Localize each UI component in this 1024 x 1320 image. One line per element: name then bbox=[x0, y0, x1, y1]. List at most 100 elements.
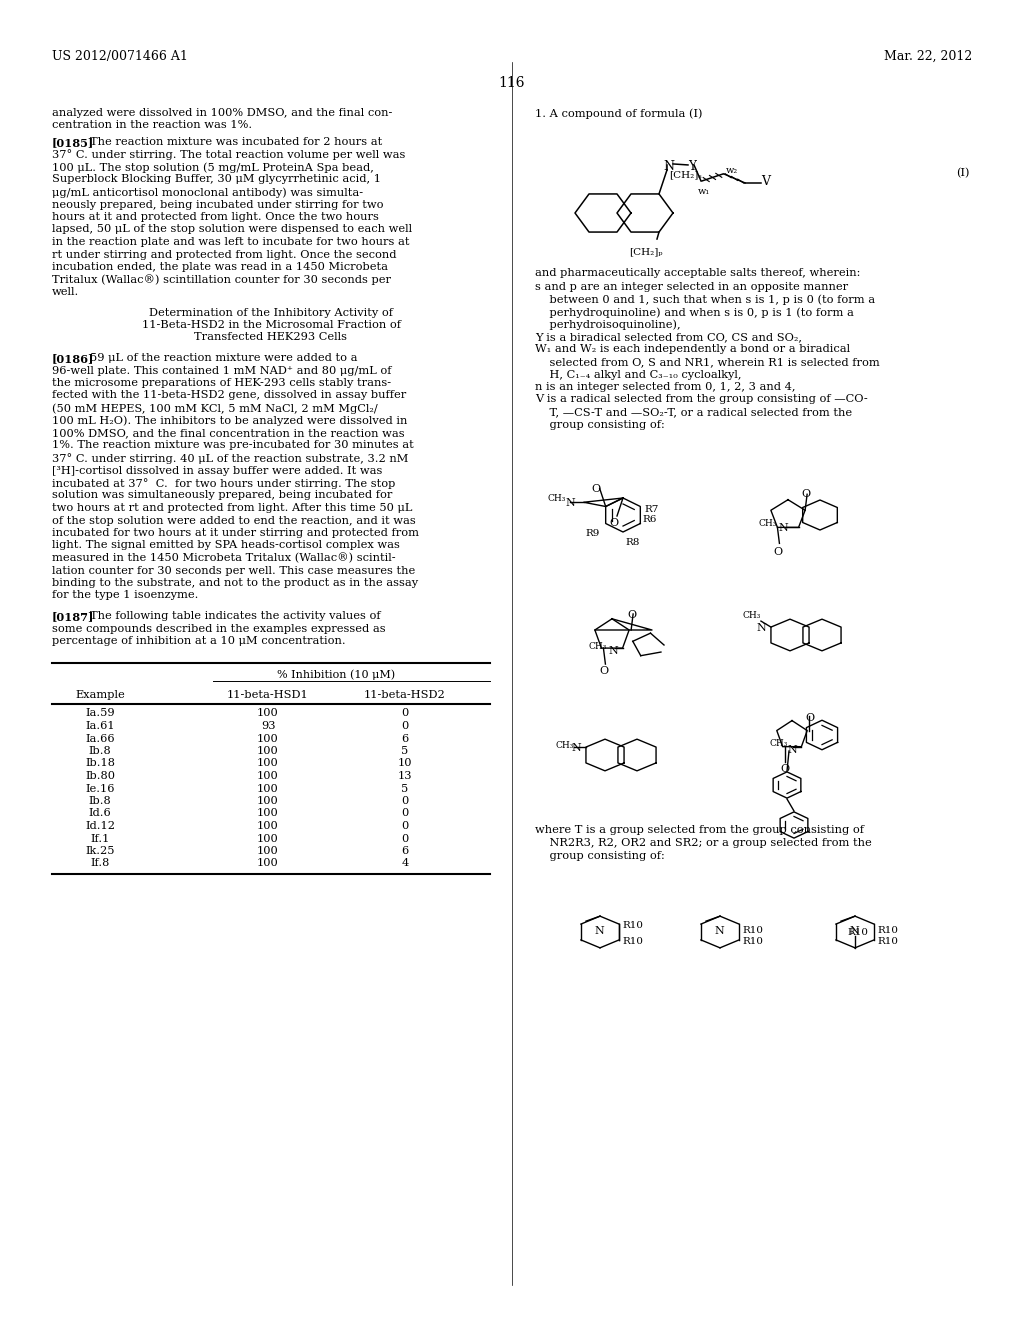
Text: 100: 100 bbox=[257, 759, 279, 768]
Text: CH₃: CH₃ bbox=[769, 739, 787, 747]
Text: 100: 100 bbox=[257, 833, 279, 843]
Text: W₁ and W₂ is each independently a bond or a biradical: W₁ and W₂ is each independently a bond o… bbox=[535, 345, 850, 355]
Text: binding to the substrate, and not to the product as in the assay: binding to the substrate, and not to the… bbox=[52, 578, 418, 587]
Text: light. The signal emitted by SPA heads-cortisol complex was: light. The signal emitted by SPA heads-c… bbox=[52, 540, 400, 550]
Text: [CH₂]ₚ: [CH₂]ₚ bbox=[629, 247, 663, 256]
Text: two hours at rt and protected from light. After this time 50 μL: two hours at rt and protected from light… bbox=[52, 503, 413, 513]
Text: of the stop solution were added to end the reaction, and it was: of the stop solution were added to end t… bbox=[52, 516, 416, 525]
Text: perhydroisoquinoline),: perhydroisoquinoline), bbox=[535, 319, 681, 330]
Text: The reaction mixture was incubated for 2 hours at: The reaction mixture was incubated for 2… bbox=[90, 137, 382, 147]
Text: incubated for two hours at it under stirring and protected from: incubated for two hours at it under stir… bbox=[52, 528, 419, 539]
Text: 0: 0 bbox=[401, 796, 409, 807]
Text: [0187]: [0187] bbox=[52, 611, 94, 622]
Text: N: N bbox=[565, 498, 575, 508]
Text: lapsed, 50 μL of the stop solution were dispensed to each well: lapsed, 50 μL of the stop solution were … bbox=[52, 224, 412, 235]
Text: O: O bbox=[805, 713, 814, 722]
Text: N: N bbox=[714, 927, 724, 936]
Text: in the reaction plate and was left to incubate for two hours at: in the reaction plate and was left to in… bbox=[52, 238, 410, 247]
Text: Superblock Blocking Buffer, 30 μM glycyrrhetinic acid, 1: Superblock Blocking Buffer, 30 μM glycyr… bbox=[52, 174, 381, 185]
Text: (I): (I) bbox=[956, 168, 970, 178]
Text: Ib.18: Ib.18 bbox=[85, 759, 115, 768]
Text: N: N bbox=[787, 744, 797, 755]
Text: 0: 0 bbox=[401, 833, 409, 843]
Text: Ib.80: Ib.80 bbox=[85, 771, 115, 781]
Text: The following table indicates the activity values of: The following table indicates the activi… bbox=[90, 611, 381, 620]
Text: O: O bbox=[627, 610, 636, 620]
Text: V is a radical selected from the group consisting of —CO-: V is a radical selected from the group c… bbox=[535, 395, 867, 404]
Text: lation counter for 30 seconds per well. This case measures the: lation counter for 30 seconds per well. … bbox=[52, 565, 416, 576]
Text: 100 mL H₂O). The inhibitors to be analyzed were dissolved in: 100 mL H₂O). The inhibitors to be analyz… bbox=[52, 416, 408, 426]
Text: % Inhibition (10 μM): % Inhibition (10 μM) bbox=[276, 669, 395, 680]
Text: N: N bbox=[663, 160, 674, 173]
Text: O: O bbox=[609, 517, 618, 528]
Text: well.: well. bbox=[52, 286, 79, 297]
Text: between 0 and 1, such that when s is 1, p is 0 (to form a: between 0 and 1, such that when s is 1, … bbox=[535, 294, 876, 305]
Text: Y: Y bbox=[688, 160, 696, 173]
Text: 11-beta-HSD2: 11-beta-HSD2 bbox=[365, 690, 445, 701]
Text: s and p are an integer selected in an opposite manner: s and p are an integer selected in an op… bbox=[535, 282, 848, 292]
Text: N: N bbox=[594, 927, 604, 936]
Text: group consisting of:: group consisting of: bbox=[535, 420, 665, 429]
Text: fected with the 11-beta-HSD2 gene, dissolved in assay buffer: fected with the 11-beta-HSD2 gene, disso… bbox=[52, 391, 407, 400]
Text: perhydroquinoline) and when s is 0, p is 1 (to form a: perhydroquinoline) and when s is 0, p is… bbox=[535, 308, 854, 318]
Text: Y is a biradical selected from CO, CS and SO₂,: Y is a biradical selected from CO, CS an… bbox=[535, 333, 802, 342]
Text: the microsome preparations of HEK-293 cells stably trans-: the microsome preparations of HEK-293 ce… bbox=[52, 378, 391, 388]
Text: 1%. The reaction mixture was pre-incubated for 30 minutes at: 1%. The reaction mixture was pre-incubat… bbox=[52, 441, 414, 450]
Text: 100 μL. The stop solution (5 mg/mL ProteinA Spa bead,: 100 μL. The stop solution (5 mg/mL Prote… bbox=[52, 162, 374, 173]
Text: R10: R10 bbox=[847, 928, 868, 937]
Text: Transfected HEK293 Cells: Transfected HEK293 Cells bbox=[195, 333, 347, 342]
Text: 5: 5 bbox=[401, 746, 409, 756]
Text: R9: R9 bbox=[586, 529, 600, 539]
Text: Ia.61: Ia.61 bbox=[85, 721, 115, 731]
Text: 100: 100 bbox=[257, 808, 279, 818]
Text: R10: R10 bbox=[622, 921, 643, 931]
Text: 100: 100 bbox=[257, 746, 279, 756]
Text: Id.12: Id.12 bbox=[85, 821, 115, 832]
Text: 10: 10 bbox=[397, 759, 413, 768]
Text: centration in the reaction was 1%.: centration in the reaction was 1%. bbox=[52, 120, 252, 131]
Text: O: O bbox=[773, 548, 782, 557]
Text: Ib.8: Ib.8 bbox=[89, 746, 112, 756]
Text: Ia.59: Ia.59 bbox=[85, 709, 115, 718]
Text: N: N bbox=[778, 523, 788, 533]
Text: selected from O, S and NR1, wherein R1 is selected from: selected from O, S and NR1, wherein R1 i… bbox=[535, 356, 880, 367]
Text: O: O bbox=[801, 490, 810, 499]
Text: 96-well plate. This contained 1 mM NAD⁺ and 80 μg/mL of: 96-well plate. This contained 1 mM NAD⁺ … bbox=[52, 366, 391, 375]
Text: [0186]: [0186] bbox=[52, 352, 94, 364]
Text: 116: 116 bbox=[499, 77, 525, 90]
Text: 100: 100 bbox=[257, 709, 279, 718]
Text: n is an integer selected from 0, 1, 2, 3 and 4,: n is an integer selected from 0, 1, 2, 3… bbox=[535, 381, 796, 392]
Text: 100% DMSO, and the final concentration in the reaction was: 100% DMSO, and the final concentration i… bbox=[52, 428, 404, 438]
Text: O: O bbox=[592, 484, 601, 495]
Text: percentage of inhibition at a 10 μM concentration.: percentage of inhibition at a 10 μM conc… bbox=[52, 636, 346, 645]
Text: H, C₁₋₄ alkyl and C₃₋₁₀ cycloalkyl,: H, C₁₋₄ alkyl and C₃₋₁₀ cycloalkyl, bbox=[535, 370, 741, 380]
Text: CH₃: CH₃ bbox=[589, 642, 607, 651]
Text: 93: 93 bbox=[261, 721, 275, 731]
Text: Mar. 22, 2012: Mar. 22, 2012 bbox=[884, 50, 972, 63]
Text: CH₃: CH₃ bbox=[743, 611, 761, 620]
Text: 37° C. under stirring. The total reaction volume per well was: 37° C. under stirring. The total reactio… bbox=[52, 149, 406, 160]
Text: If.8: If.8 bbox=[90, 858, 110, 869]
Text: R6: R6 bbox=[642, 516, 656, 524]
Text: Id.6: Id.6 bbox=[89, 808, 112, 818]
Text: CH₃: CH₃ bbox=[548, 494, 566, 503]
Text: 4: 4 bbox=[401, 858, 409, 869]
Text: R10: R10 bbox=[622, 937, 643, 946]
Text: R7: R7 bbox=[644, 504, 658, 513]
Text: Example: Example bbox=[75, 690, 125, 701]
Text: 100: 100 bbox=[257, 858, 279, 869]
Text: (50 mM HEPES, 100 mM KCl, 5 mM NaCl, 2 mM MgCl₂/: (50 mM HEPES, 100 mM KCl, 5 mM NaCl, 2 m… bbox=[52, 403, 378, 413]
Text: If.1: If.1 bbox=[90, 833, 110, 843]
Text: 1. A compound of formula (I): 1. A compound of formula (I) bbox=[535, 108, 702, 119]
Text: N: N bbox=[572, 743, 582, 754]
Text: Ia.66: Ia.66 bbox=[85, 734, 115, 743]
Text: 100: 100 bbox=[257, 796, 279, 807]
Text: [CH₂]ₛ: [CH₂]ₛ bbox=[669, 170, 701, 180]
Text: R10: R10 bbox=[742, 927, 763, 935]
Text: O: O bbox=[780, 764, 790, 774]
Text: analyzed were dissolved in 100% DMSO, and the final con-: analyzed were dissolved in 100% DMSO, an… bbox=[52, 108, 392, 117]
Text: Tritalux (Wallac®) scintillation counter for 30 seconds per: Tritalux (Wallac®) scintillation counter… bbox=[52, 275, 391, 285]
Text: R10: R10 bbox=[877, 927, 898, 935]
Text: w₁: w₁ bbox=[698, 187, 711, 195]
Text: Ie.16: Ie.16 bbox=[85, 784, 115, 793]
